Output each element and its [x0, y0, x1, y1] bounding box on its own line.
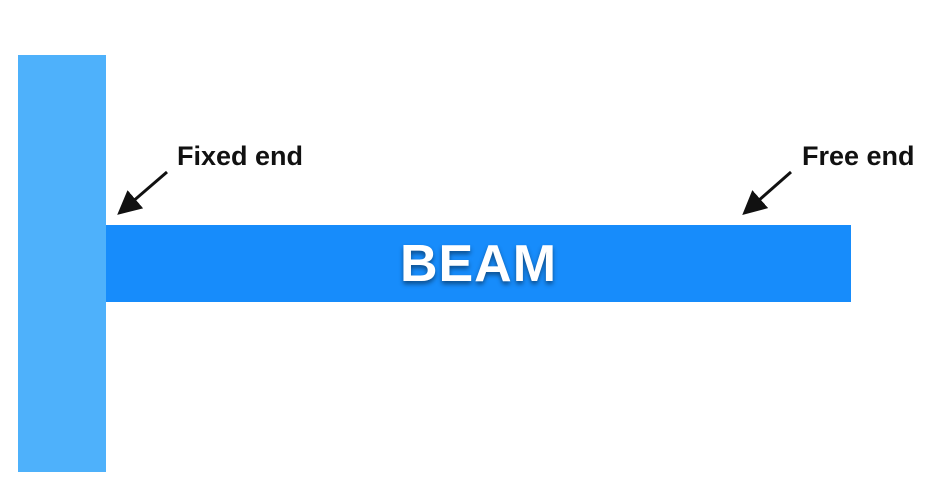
- fixed-support-wall: [18, 55, 106, 472]
- free-end-arrow-icon: [742, 170, 792, 215]
- beam: BEAM: [106, 225, 851, 302]
- fixed-end-arrow-icon: [117, 170, 168, 215]
- beam-label: BEAM: [399, 234, 558, 293]
- free-end-label: Free end: [802, 141, 915, 171]
- fixed-end-label: Fixed end: [177, 141, 304, 171]
